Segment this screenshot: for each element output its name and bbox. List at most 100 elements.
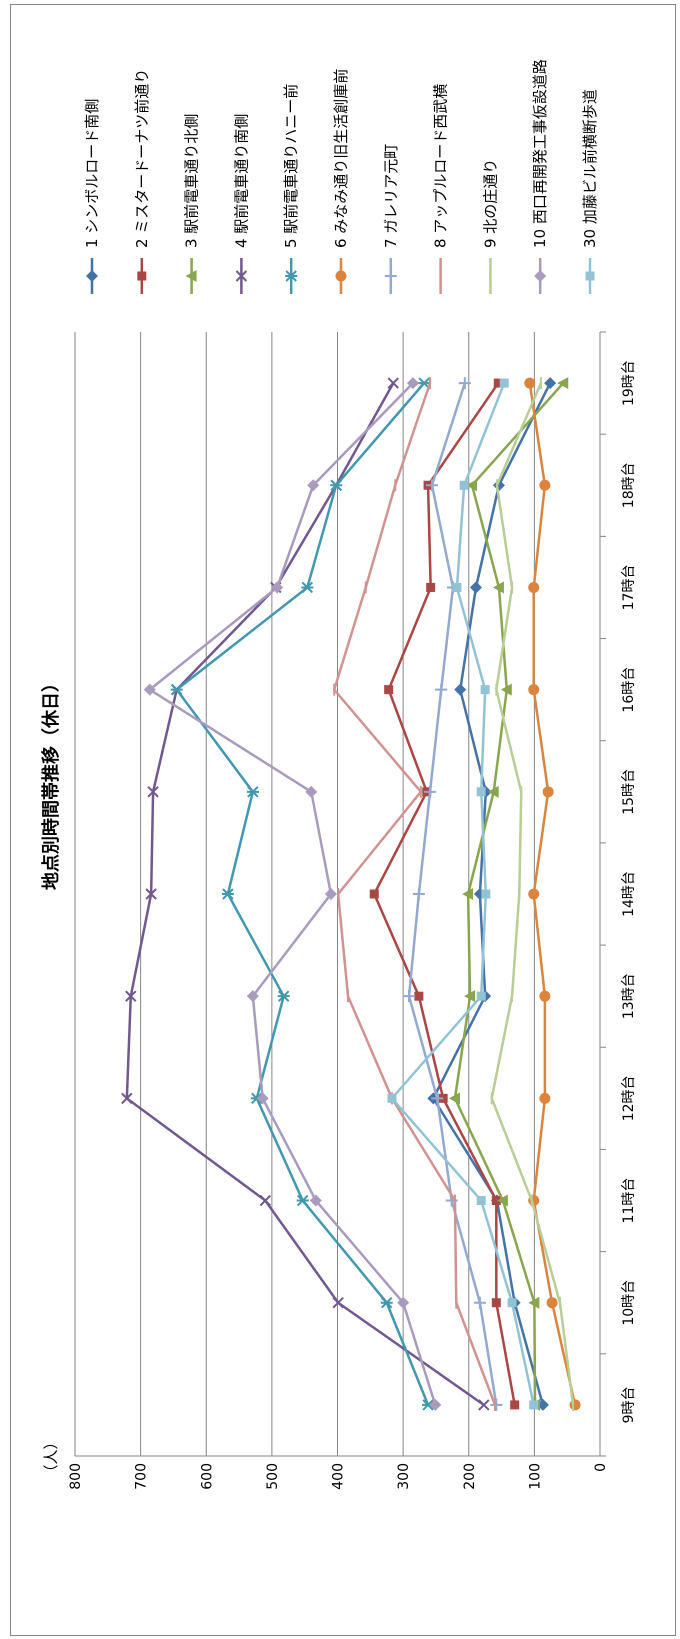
data-point xyxy=(499,378,509,388)
data-point xyxy=(406,377,419,390)
data-point xyxy=(539,990,551,1002)
data-point xyxy=(539,479,551,491)
legend-label: 2 ミスタードーナツ前通り xyxy=(133,69,151,248)
x-tick-label: 11時台 xyxy=(621,1178,637,1224)
x-tick-label: 10時台 xyxy=(621,1280,637,1326)
data-point xyxy=(307,479,320,492)
legend-marker xyxy=(185,270,197,282)
series-7 xyxy=(403,377,503,1411)
data-point xyxy=(246,786,259,798)
x-tick-label: 18時台 xyxy=(621,462,637,508)
data-point xyxy=(528,581,540,593)
x-tick-label: 12時台 xyxy=(621,1075,637,1121)
data-point xyxy=(539,1092,551,1104)
data-point xyxy=(462,888,474,900)
series-11 xyxy=(387,378,539,1410)
series-3 xyxy=(448,377,569,1411)
data-point xyxy=(473,1296,486,1309)
legend-label: 6 みなみ通り旧生活創庫前 xyxy=(332,69,350,248)
data-point xyxy=(476,787,486,797)
data-point xyxy=(256,1092,269,1105)
axes: 9時台 10時台 11時台 12時台 13時台 14時台 15時台 16時台 17時台 18時台 1… xyxy=(75,331,637,1457)
legend-label: 5 駅前電車通りハニー前 xyxy=(282,84,300,248)
legend-label: 30 加藤ビル前横断歩道 xyxy=(581,89,599,248)
legend-item: 6 みなみ通り旧生活創庫前 xyxy=(332,69,350,294)
data-point xyxy=(487,785,499,798)
legend-marker xyxy=(585,271,595,281)
legend-label: 7 ガレリア元町 xyxy=(382,144,400,248)
series-9 xyxy=(490,377,575,1411)
x-tick-label: 9時台 xyxy=(621,1386,637,1423)
series-group xyxy=(121,377,581,1411)
data-point xyxy=(145,888,157,900)
data-point xyxy=(569,1399,581,1411)
data-point xyxy=(466,479,478,492)
data-point xyxy=(480,685,490,695)
data-point xyxy=(528,684,540,696)
y-tick-label: 200 xyxy=(462,1463,478,1490)
y-tick-label: 100 xyxy=(527,1463,543,1490)
data-point xyxy=(507,1298,517,1308)
data-point xyxy=(528,888,540,900)
data-point xyxy=(324,888,337,900)
data-point xyxy=(143,683,156,696)
y-axis-unit-label: （人） xyxy=(42,1434,60,1479)
y-tick-label: 300 xyxy=(396,1463,412,1490)
data-point xyxy=(332,1297,344,1309)
legend-item: 3 駅前電車通り北側 xyxy=(183,114,201,294)
data-point xyxy=(414,991,424,1001)
data-point xyxy=(464,990,476,1003)
y-tick-label: 700 xyxy=(134,1463,150,1490)
legend-marker xyxy=(137,271,147,281)
legend-item: 8 アップルロード西武横 xyxy=(432,84,450,294)
data-point xyxy=(476,991,486,1001)
x-tick-label: 14時台 xyxy=(621,871,637,917)
x-tick-label: 17時台 xyxy=(621,565,637,611)
y-tick-label: 500 xyxy=(265,1463,281,1490)
data-point xyxy=(277,990,290,1002)
data-point xyxy=(259,1194,272,1207)
data-point xyxy=(221,888,234,900)
legend-marker xyxy=(285,270,298,282)
data-point xyxy=(529,1400,539,1410)
data-point xyxy=(478,1399,490,1411)
data-point xyxy=(492,479,505,492)
data-point xyxy=(403,990,416,1003)
legend-label: 4 駅前電車通り南側 xyxy=(232,114,250,248)
data-point xyxy=(524,377,536,389)
chart-frame xyxy=(10,4,676,1636)
legend-label: 9 北の庄通り xyxy=(481,159,499,248)
data-point xyxy=(458,377,471,390)
data-point xyxy=(491,1298,501,1308)
x-tick-label: 13時台 xyxy=(621,973,637,1019)
data-point xyxy=(426,479,438,492)
data-point xyxy=(170,683,183,696)
legend-item: 2 ミスタードーナツ前通り xyxy=(133,69,151,294)
data-point xyxy=(510,1400,520,1410)
legend-item: 1 シンボルロード南側 xyxy=(83,99,101,294)
legend-marker xyxy=(235,270,248,282)
legend-item: 4 駅前電車通り南側 xyxy=(232,114,250,294)
data-point xyxy=(496,1194,508,1207)
data-point xyxy=(305,785,318,798)
data-point xyxy=(542,786,554,798)
legend-item: 30 加藤ビル前横断歩道 xyxy=(581,89,599,294)
legend-label: 3 駅前電車通り北側 xyxy=(183,114,201,248)
data-point xyxy=(469,581,482,594)
legend-item: 10 西口再開発工事仮設道路 xyxy=(531,59,549,294)
data-point xyxy=(418,377,431,389)
data-point xyxy=(301,581,314,594)
series-8 xyxy=(332,377,497,1411)
legend-item: 9 北の庄通り xyxy=(481,159,499,294)
data-point xyxy=(384,685,394,695)
data-point xyxy=(246,990,259,1003)
legend-label: 8 アップルロード西武横 xyxy=(432,84,450,248)
data-point xyxy=(424,785,437,798)
data-point xyxy=(459,480,469,490)
data-point xyxy=(426,582,436,592)
chart-title: 地点別時間帯推移（休日） xyxy=(40,674,62,890)
legend-label: 10 西口再開発工事仮設道路 xyxy=(531,59,549,248)
data-point xyxy=(380,1297,393,1309)
